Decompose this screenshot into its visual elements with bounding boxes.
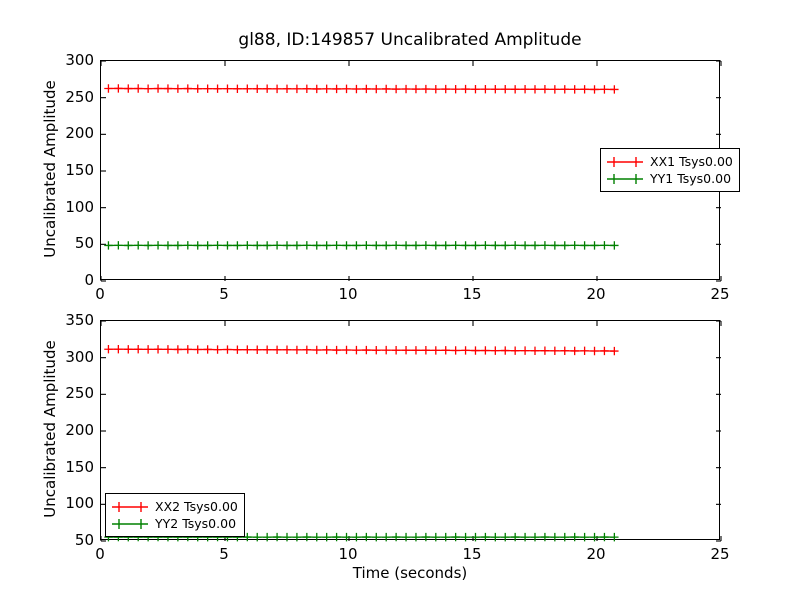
legend-label-yy1: YY1 Tsys0.00 [650, 171, 732, 186]
x-tick-label: 15 [462, 545, 482, 563]
y-tick-label: 200 [65, 124, 94, 143]
x-tick-label: 10 [338, 285, 358, 303]
page-title: gl88, ID:149857 Uncalibrated Amplitude [238, 30, 582, 50]
legend-label-xx2: XX2 Tsys0.00 [155, 499, 238, 514]
y-tick-label: 150 [65, 457, 94, 476]
x-tick-label: 0 [95, 285, 105, 303]
series-canvas-bottom [100, 320, 722, 542]
x-tick-label: 20 [586, 545, 606, 563]
y-axis-label-top: Uncalibrated Amplitude [41, 80, 59, 258]
legend-item[interactable]: YY1 Tsys0.00 [606, 170, 733, 187]
x-tick-label: 10 [338, 545, 358, 563]
x-tick-label: 15 [462, 285, 482, 303]
y-tick-label: 300 [65, 51, 94, 69]
legend-swatch-yy2 [112, 518, 148, 529]
y-tick-label: 50 [74, 234, 94, 253]
legend-item[interactable]: YY2 Tsys0.00 [111, 515, 238, 532]
legend-swatch-xx1 [607, 156, 643, 167]
legend-swatch-xx2 [112, 501, 148, 512]
x-tick-label: 25 [710, 545, 730, 563]
plot-area-bottom [100, 320, 722, 542]
legend-label-xx1: XX1 Tsys0.00 [650, 154, 733, 169]
y-tick-label: 250 [65, 87, 94, 106]
x-tick-label: 5 [219, 545, 229, 563]
legend-item[interactable]: XX1 Tsys0.00 [606, 153, 733, 170]
y-tick-label: 100 [65, 494, 94, 513]
y-tick-label: 350 [65, 311, 94, 329]
series-canvas-top [100, 60, 722, 282]
y-tick-label: 100 [65, 197, 94, 216]
legend-bottom[interactable]: XX2 Tsys0.00 YY2 Tsys0.00 [105, 493, 245, 537]
y-tick-label: 150 [65, 161, 94, 179]
y-tick-label: 300 [65, 347, 94, 366]
x-tick-label: 5 [219, 285, 229, 303]
legend-swatch-yy1 [607, 173, 643, 184]
y-axis-label-bottom: Uncalibrated Amplitude [41, 340, 59, 518]
y-tick-label: 0 [84, 271, 94, 289]
x-tick-label: 25 [710, 285, 730, 303]
legend-top[interactable]: XX1 Tsys0.00 YY1 Tsys0.00 [600, 148, 740, 192]
x-axis-label: Time (seconds) [352, 564, 468, 582]
legend-label-yy2: YY2 Tsys0.00 [155, 516, 237, 531]
x-tick-label: 0 [95, 545, 105, 563]
x-tick-label: 20 [586, 285, 606, 303]
y-tick-label: 250 [65, 384, 94, 403]
y-tick-label: 200 [65, 421, 94, 439]
y-tick-label: 50 [74, 531, 94, 549]
legend-item[interactable]: XX2 Tsys0.00 [111, 498, 238, 515]
